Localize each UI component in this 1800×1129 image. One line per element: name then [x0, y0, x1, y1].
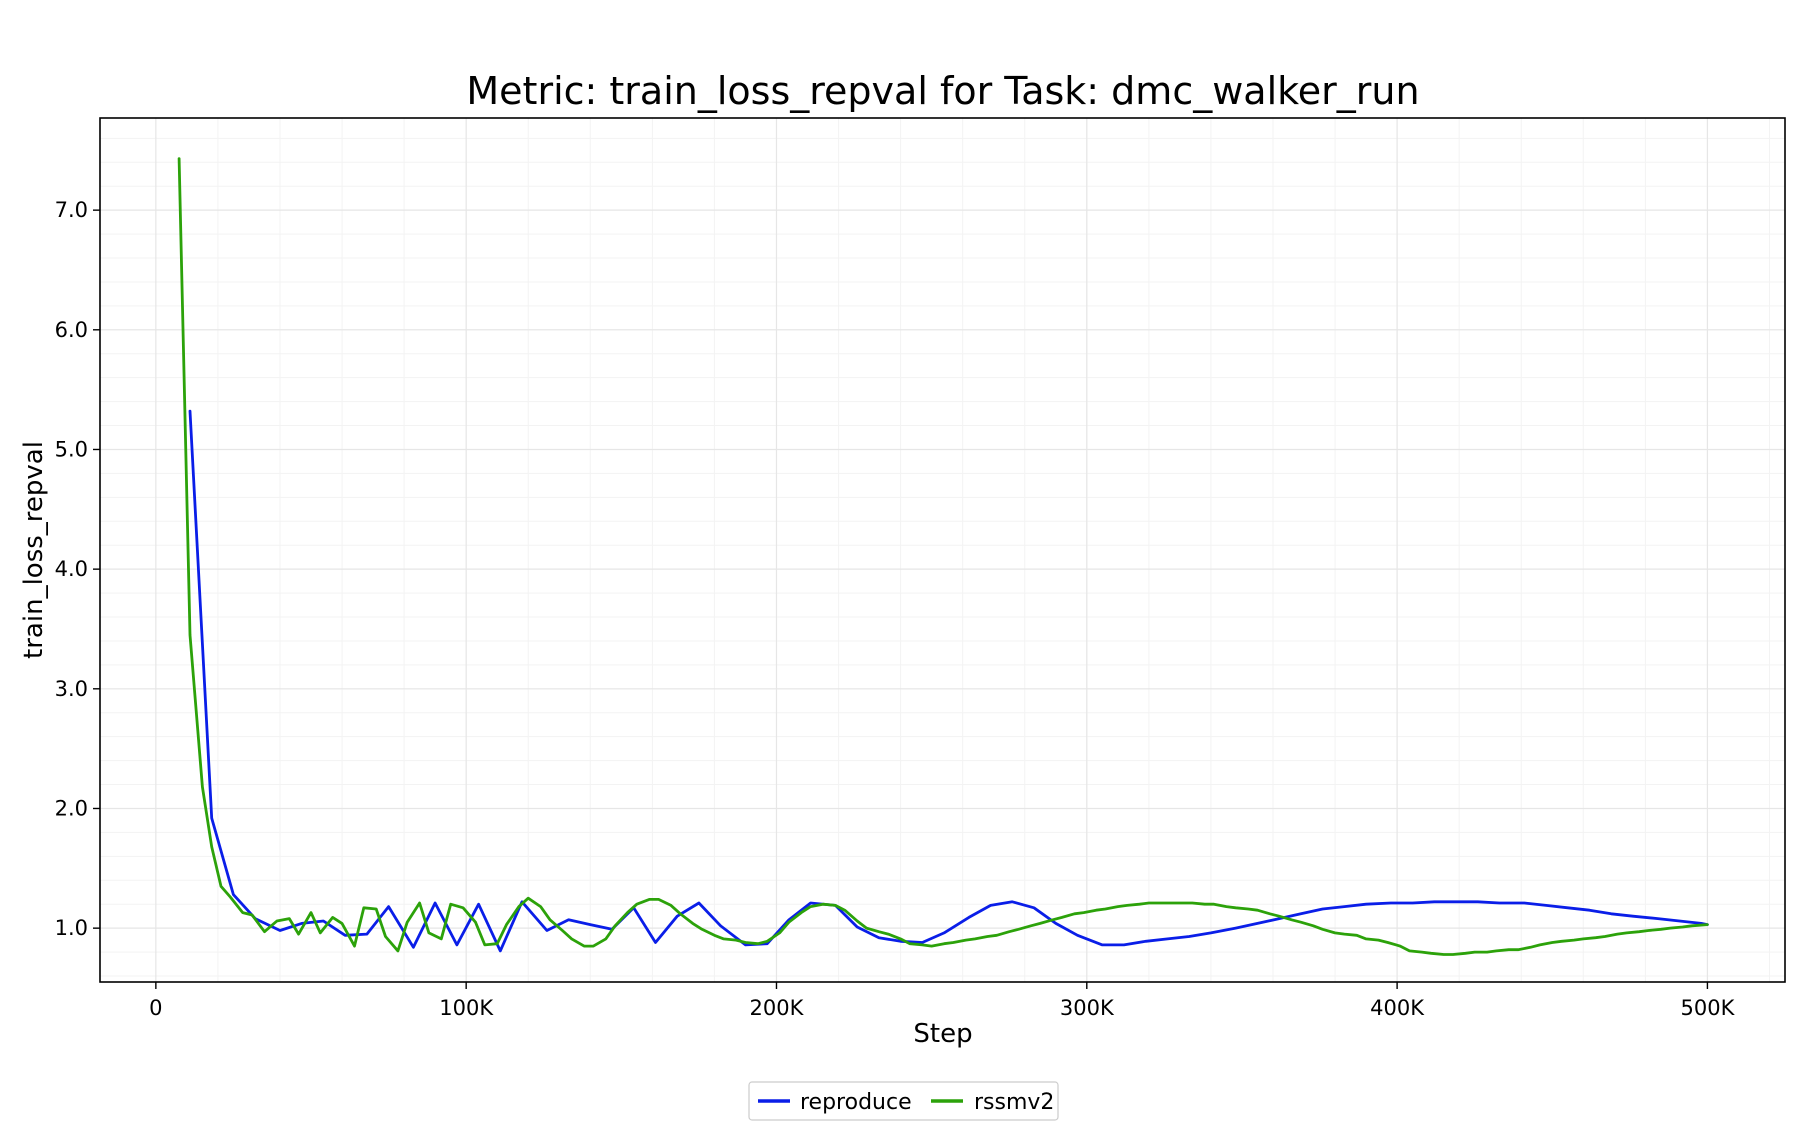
x-tick-label: 300K	[1060, 996, 1115, 1020]
plot-area-frame	[99, 117, 1786, 983]
ticks-layer: 0 100K 200K 300K 400K 500K 1.0 2.0 3.0 4.0 5.0 6.0 7…	[55, 198, 1736, 1020]
y-tick-label: 4.0	[55, 557, 88, 581]
y-tick-label: 6.0	[55, 318, 88, 342]
legend: reproduce rssmv2	[748, 1081, 1059, 1121]
y-tick-label: 2.0	[55, 796, 88, 820]
x-tick-label: 400K	[1370, 996, 1425, 1020]
series-line-rssmv2	[177, 157, 1709, 956]
y-axis-label: train_loss_repval	[19, 441, 49, 659]
x-tick-label: 100K	[439, 996, 494, 1020]
legend-label-reproduce: reproduce	[800, 1090, 912, 1115]
x-tick-label: 0	[149, 996, 162, 1020]
series-layer	[177, 157, 1709, 956]
x-tick-label: 500K	[1680, 996, 1735, 1020]
y-tick-label: 1.0	[55, 916, 88, 940]
x-axis-label: Step	[913, 1019, 972, 1049]
x-tick-label: 200K	[750, 996, 805, 1020]
legend-label-rssmv2: rssmv2	[974, 1090, 1054, 1115]
y-tick-label: 5.0	[55, 437, 88, 461]
y-tick-label: 3.0	[55, 677, 88, 701]
y-tick-label: 7.0	[55, 198, 88, 222]
grid-layer	[100, 118, 1785, 982]
chart-title: Metric: train_loss_repval for Task: dmc_…	[466, 69, 1419, 113]
legend-box	[748, 1081, 1059, 1121]
